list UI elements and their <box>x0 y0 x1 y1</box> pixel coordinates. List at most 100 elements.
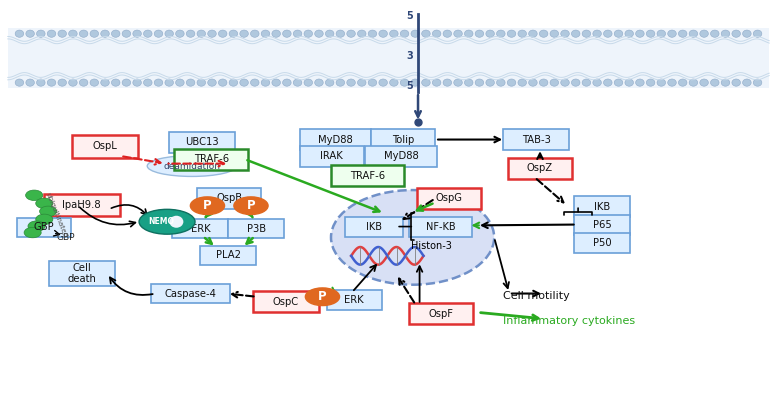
Ellipse shape <box>539 30 548 37</box>
Ellipse shape <box>261 79 270 86</box>
FancyBboxPatch shape <box>300 146 364 167</box>
Ellipse shape <box>689 30 698 37</box>
Ellipse shape <box>379 79 388 86</box>
Ellipse shape <box>36 214 53 225</box>
Ellipse shape <box>79 79 88 86</box>
Ellipse shape <box>646 30 655 37</box>
Ellipse shape <box>144 79 152 86</box>
Ellipse shape <box>465 30 473 37</box>
Text: 5: 5 <box>406 81 413 91</box>
Text: Histon-3: Histon-3 <box>411 241 451 251</box>
Text: PLA2: PLA2 <box>216 251 241 260</box>
Ellipse shape <box>347 30 355 37</box>
Ellipse shape <box>336 30 345 37</box>
Ellipse shape <box>90 30 99 37</box>
Ellipse shape <box>186 30 195 37</box>
Ellipse shape <box>283 79 291 86</box>
Text: MyD88: MyD88 <box>384 152 418 161</box>
Ellipse shape <box>326 79 334 86</box>
Ellipse shape <box>625 79 633 86</box>
Ellipse shape <box>250 79 259 86</box>
Ellipse shape <box>389 79 398 86</box>
Text: UBC13: UBC13 <box>185 138 219 147</box>
Text: GBP: GBP <box>56 233 75 242</box>
Text: TRAF-6: TRAF-6 <box>193 154 229 164</box>
Ellipse shape <box>721 79 730 86</box>
Ellipse shape <box>37 79 45 86</box>
Ellipse shape <box>240 30 249 37</box>
Ellipse shape <box>293 30 301 37</box>
FancyBboxPatch shape <box>174 149 249 170</box>
FancyBboxPatch shape <box>327 290 382 310</box>
Ellipse shape <box>443 79 451 86</box>
Ellipse shape <box>443 30 451 37</box>
FancyBboxPatch shape <box>574 233 630 253</box>
FancyBboxPatch shape <box>508 158 572 179</box>
Ellipse shape <box>539 79 548 86</box>
Text: P65: P65 <box>593 220 611 229</box>
FancyBboxPatch shape <box>503 129 569 150</box>
Ellipse shape <box>293 79 301 86</box>
Ellipse shape <box>615 79 623 86</box>
FancyBboxPatch shape <box>17 218 71 237</box>
Text: 5: 5 <box>406 11 413 21</box>
Ellipse shape <box>700 79 709 86</box>
Ellipse shape <box>58 79 67 86</box>
Ellipse shape <box>347 79 355 86</box>
Ellipse shape <box>550 30 559 37</box>
FancyBboxPatch shape <box>169 132 235 153</box>
Text: ERK: ERK <box>344 295 364 305</box>
Ellipse shape <box>176 79 184 86</box>
Ellipse shape <box>507 30 516 37</box>
Ellipse shape <box>101 30 110 37</box>
Ellipse shape <box>678 79 687 86</box>
Ellipse shape <box>197 79 206 86</box>
Ellipse shape <box>657 79 666 86</box>
Ellipse shape <box>368 79 377 86</box>
FancyBboxPatch shape <box>71 135 138 158</box>
Ellipse shape <box>68 79 77 86</box>
Ellipse shape <box>700 30 709 37</box>
Text: Cell motility: Cell motility <box>503 291 570 300</box>
Text: IKB: IKB <box>366 222 382 231</box>
Ellipse shape <box>528 30 537 37</box>
Ellipse shape <box>689 79 698 86</box>
Ellipse shape <box>721 30 730 37</box>
Text: TAB-3: TAB-3 <box>521 135 551 144</box>
Ellipse shape <box>743 30 751 37</box>
Ellipse shape <box>207 30 216 37</box>
Ellipse shape <box>144 30 152 37</box>
Text: GBP: GBP <box>34 223 54 232</box>
Text: P: P <box>203 199 212 212</box>
FancyBboxPatch shape <box>344 217 402 237</box>
Ellipse shape <box>133 30 141 37</box>
Ellipse shape <box>186 79 195 86</box>
Text: Inflammatory cytokines: Inflammatory cytokines <box>503 316 636 326</box>
Text: ERK: ERK <box>190 224 211 233</box>
Text: P3B: P3B <box>247 224 266 233</box>
Text: 3: 3 <box>406 51 413 61</box>
Ellipse shape <box>240 79 249 86</box>
Ellipse shape <box>411 30 420 37</box>
Ellipse shape <box>465 79 473 86</box>
Ellipse shape <box>732 79 740 86</box>
Ellipse shape <box>486 30 494 37</box>
Ellipse shape <box>528 79 537 86</box>
Ellipse shape <box>582 79 591 86</box>
Text: OspB: OspB <box>216 194 242 203</box>
Text: IpaH9.8: IpaH9.8 <box>62 200 101 210</box>
Ellipse shape <box>36 198 53 209</box>
Ellipse shape <box>497 30 505 37</box>
Ellipse shape <box>111 79 120 86</box>
Ellipse shape <box>732 30 740 37</box>
Ellipse shape <box>593 30 601 37</box>
Ellipse shape <box>561 79 570 86</box>
Ellipse shape <box>593 79 601 86</box>
Text: deamidation: deamidation <box>163 162 221 170</box>
Ellipse shape <box>710 30 719 37</box>
Text: MyD88: MyD88 <box>319 135 353 144</box>
Ellipse shape <box>476 30 484 37</box>
Ellipse shape <box>561 30 570 37</box>
Ellipse shape <box>497 79 505 86</box>
Ellipse shape <box>79 30 88 37</box>
